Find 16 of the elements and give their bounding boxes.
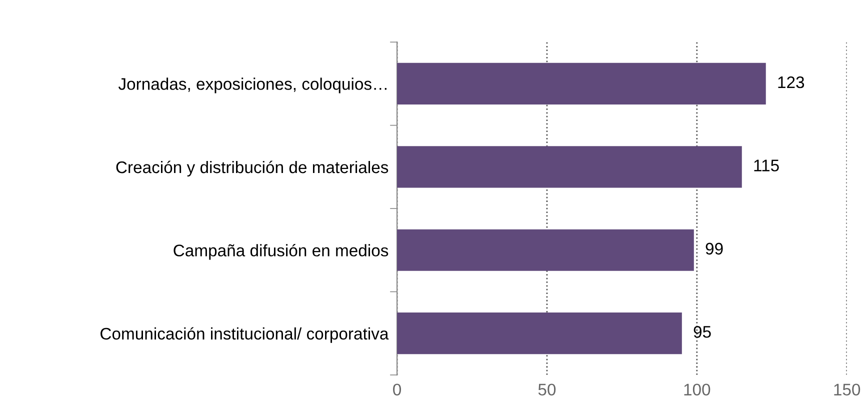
bar <box>397 62 766 105</box>
data-label: 123 <box>778 76 804 88</box>
y-tick-label: Comunicación institucional/ corporativa <box>100 327 389 343</box>
bar <box>397 146 742 188</box>
data-label: 115 <box>754 160 779 172</box>
bar <box>397 312 682 354</box>
x-tick-label: 50 <box>538 384 556 396</box>
y-tick-label: Creación y distribución de materiales <box>116 160 388 177</box>
data-label: 99 <box>706 242 723 255</box>
x-tick-label: 100 <box>684 384 710 396</box>
y-tick-label: Campaña difusión en medios <box>174 244 388 260</box>
data-label: 95 <box>694 326 711 338</box>
bar <box>397 229 694 271</box>
y-tick-label: Jornadas, exposiciones, coloquios… <box>118 78 386 94</box>
x-tick-label: 0 <box>393 384 402 396</box>
x-tick-label: 150 <box>834 384 860 396</box>
